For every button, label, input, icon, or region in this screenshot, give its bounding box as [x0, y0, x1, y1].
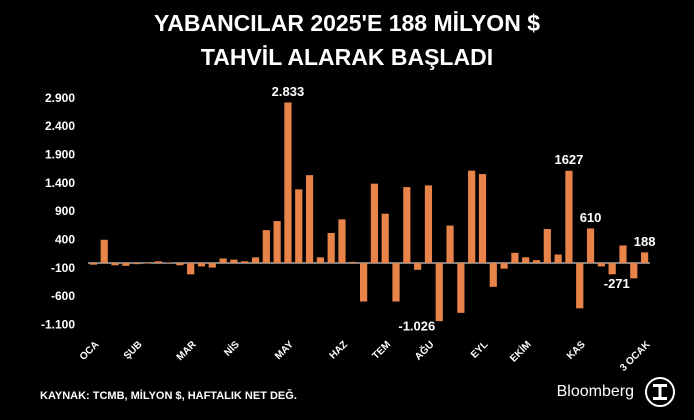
- bar: [619, 245, 627, 263]
- bar: [586, 228, 595, 263]
- bar: [424, 185, 433, 263]
- y-tick-label: 1.400: [45, 176, 75, 190]
- bar: [295, 189, 303, 263]
- bar: [392, 263, 400, 302]
- bar: [176, 263, 184, 266]
- x-tick-label: OCA: [78, 339, 102, 363]
- x-tick-label: AĞU: [412, 338, 437, 363]
- bar: [381, 213, 389, 263]
- bar: [262, 230, 270, 263]
- y-tick-label: 2.900: [45, 91, 75, 105]
- y-tick-label: -1.100: [41, 318, 75, 332]
- bar: [478, 174, 487, 263]
- y-tick-label: 1.900: [45, 148, 75, 162]
- x-tick-label: HAZ: [328, 339, 350, 361]
- y-tick-label: 2.400: [45, 119, 75, 133]
- bar: [435, 263, 443, 322]
- bar: [187, 263, 195, 275]
- bar: [511, 252, 519, 263]
- bar: [154, 261, 162, 263]
- bar: [565, 170, 573, 263]
- chart-title: YABANCILAR 2025'E 188 MİLYON $: [154, 10, 540, 36]
- value-label: 2.833: [272, 84, 305, 99]
- bar: [241, 261, 249, 263]
- bar: [208, 263, 216, 268]
- bar: [316, 257, 324, 263]
- bar: [284, 102, 292, 263]
- value-label: -271: [604, 276, 630, 291]
- y-tick-label: -100: [51, 261, 75, 275]
- value-label: 1627: [554, 152, 583, 167]
- bar: [122, 263, 130, 266]
- value-label: 188: [634, 234, 656, 249]
- bar: [414, 263, 422, 270]
- x-tick-label: 3 OCAK: [618, 339, 653, 374]
- bar: [457, 263, 465, 313]
- bar: [197, 263, 206, 267]
- bar: [640, 252, 649, 263]
- x-tick-label: ŞUB: [122, 339, 145, 362]
- bar: [251, 257, 260, 263]
- bar: [219, 258, 227, 263]
- bar: [532, 260, 541, 263]
- bar: [446, 225, 454, 263]
- x-tick-label: KAS: [565, 339, 588, 362]
- bar: [522, 257, 530, 263]
- y-tick-label: 400: [55, 233, 75, 247]
- bar: [349, 261, 357, 263]
- x-tick-label: MAR: [175, 339, 199, 363]
- bar: [165, 262, 173, 263]
- x-tick-label: EKİM: [507, 338, 534, 365]
- x-tick-label: NİS: [221, 338, 242, 359]
- bar: [554, 254, 562, 263]
- bar: [468, 170, 476, 263]
- bar: [230, 259, 238, 263]
- bar: [597, 263, 605, 267]
- bar: [543, 229, 551, 263]
- bar: [327, 232, 335, 263]
- bar: [273, 221, 281, 263]
- bar: [489, 263, 497, 287]
- logo: [645, 377, 675, 407]
- bar: [608, 263, 616, 275]
- value-label: 610: [580, 210, 602, 225]
- bar: [630, 263, 638, 279]
- bar: [403, 187, 411, 263]
- x-tick-label: TEM: [370, 339, 393, 362]
- x-tick-label: EYL: [469, 339, 491, 361]
- x-tick-label: MAY: [273, 339, 296, 362]
- bar: [111, 263, 119, 266]
- bar: [305, 175, 314, 263]
- chart-subtitle: TAHVİL ALARAK BAŞLADI: [201, 44, 493, 70]
- value-label: -1.026: [398, 319, 435, 334]
- bar: [89, 263, 98, 265]
- bar: [338, 219, 346, 263]
- y-tick-label: 900: [55, 204, 75, 218]
- source: KAYNAK: TCMB, MİLYON $, HAFTALIK NET DEĞ…: [40, 389, 297, 402]
- bar: [576, 263, 584, 309]
- y-tick-label: -600: [51, 289, 75, 303]
- bar: [370, 183, 379, 263]
- bar: [143, 263, 152, 264]
- bar: [133, 263, 141, 265]
- bar: [359, 263, 368, 302]
- bar: [500, 263, 508, 269]
- bar: [100, 239, 108, 263]
- brand: Bloomberg: [557, 383, 634, 400]
